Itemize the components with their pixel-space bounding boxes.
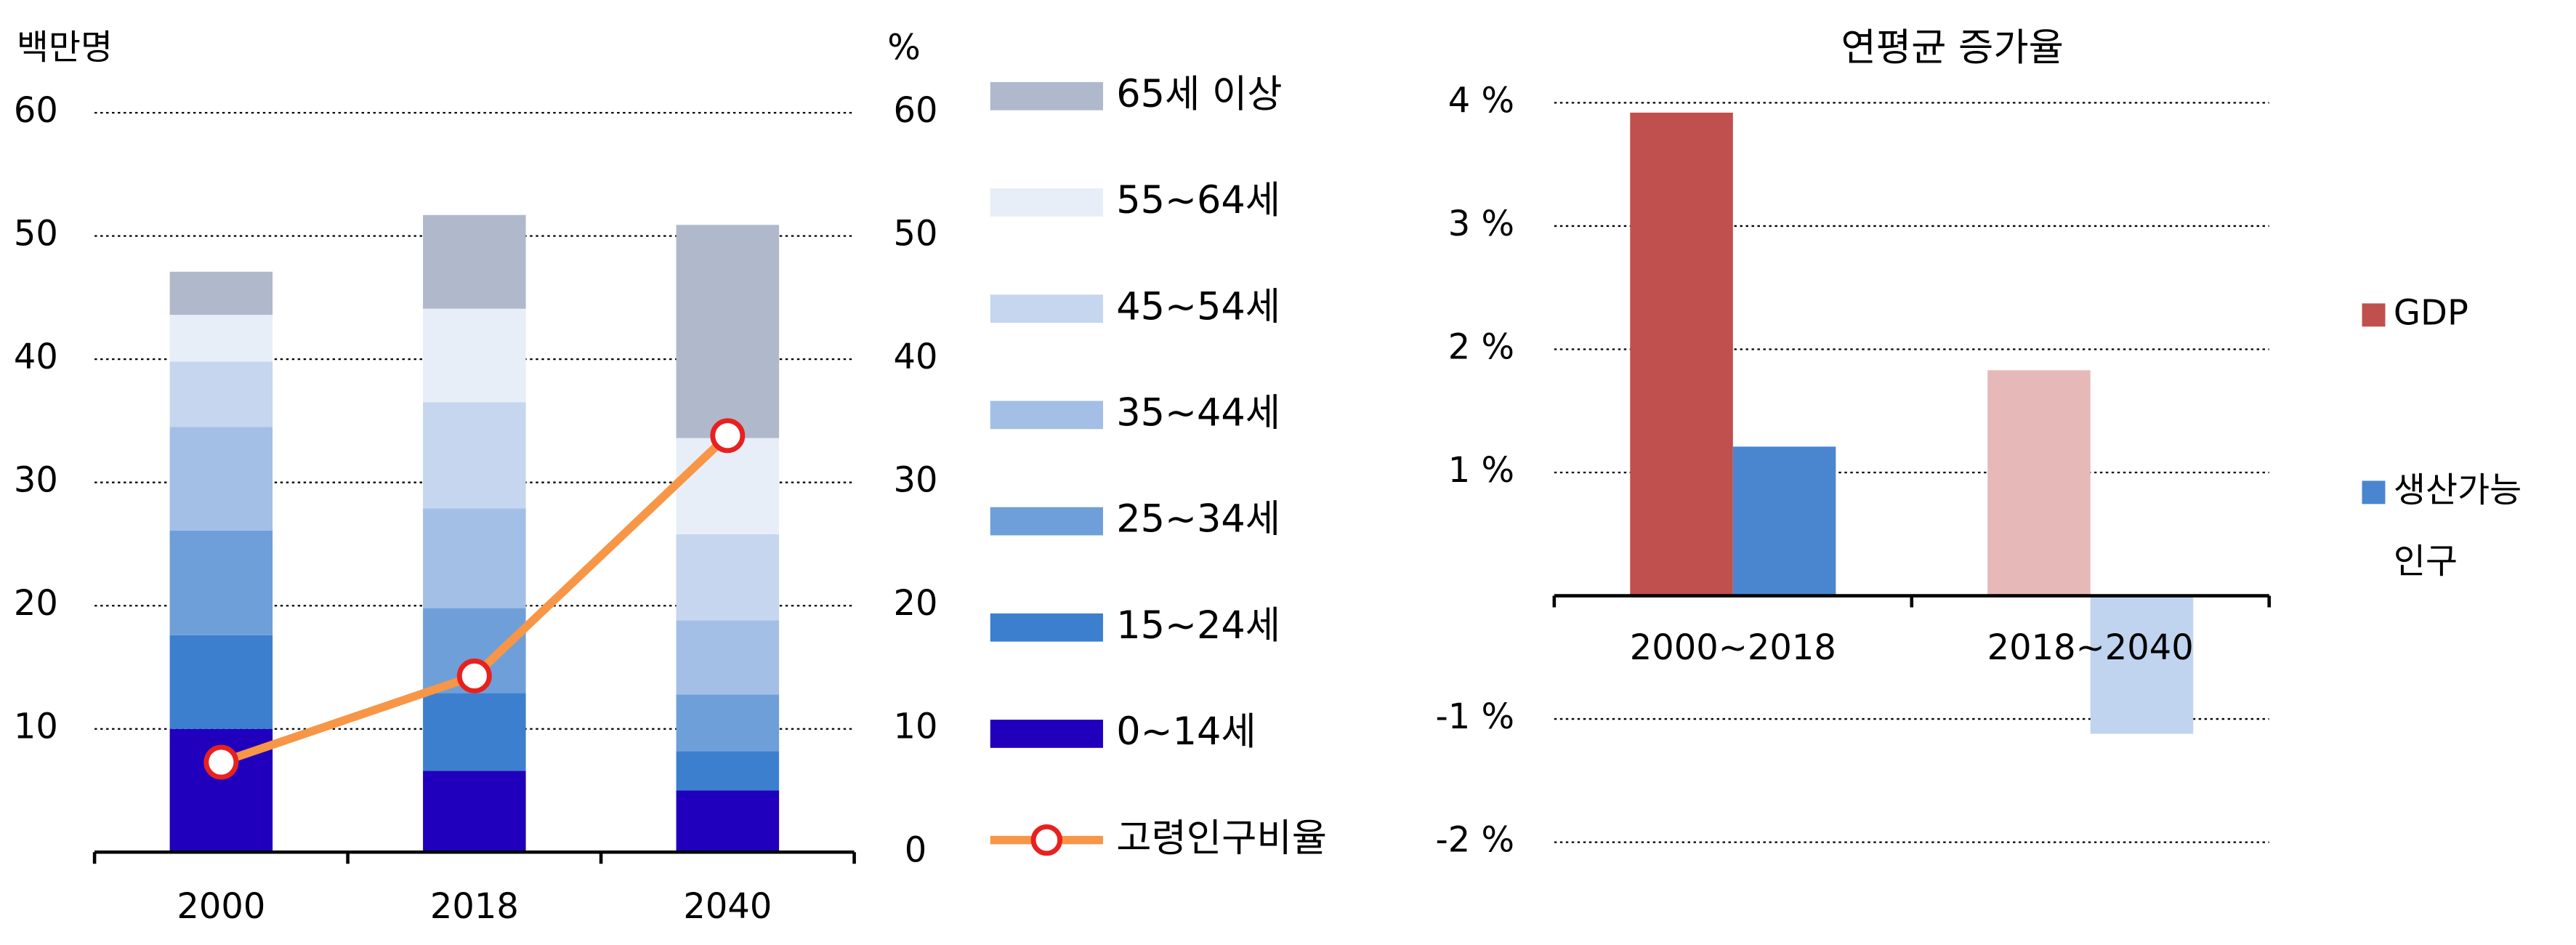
y-tick-label: 3 % — [1448, 204, 1514, 244]
y-tick-label: 20 — [14, 584, 58, 624]
bar-segment — [169, 427, 273, 531]
y-tick-label: 1 % — [1448, 451, 1514, 491]
bar-segment — [676, 694, 780, 752]
bar-segment — [676, 751, 780, 791]
y-axis-label: 백만명 — [17, 28, 113, 68]
legend-swatch — [990, 507, 1103, 536]
legend-label: 65세 이상 — [1116, 72, 1282, 116]
bar-segment — [169, 530, 273, 635]
y-tick-label: 50 — [14, 214, 58, 254]
y2-tick-label: 50 — [894, 214, 938, 254]
legend-label: 45~54세 — [1116, 284, 1280, 329]
line-marker — [710, 418, 746, 454]
bar-segment — [676, 620, 780, 695]
bar-segment — [423, 402, 526, 509]
bar-segment — [676, 534, 780, 621]
legend-swatch — [2362, 303, 2386, 327]
y2-axis-label: % — [887, 28, 921, 68]
legend-swatch — [990, 188, 1103, 217]
bar-segment — [423, 308, 526, 403]
bar-segment — [676, 225, 780, 438]
legend-label: 35~44세 — [1116, 391, 1280, 435]
legend-swatch — [990, 401, 1103, 430]
bar-segment — [169, 635, 273, 729]
x-tick-label: 2000 — [177, 887, 265, 927]
legend-label: 15~24세 — [1116, 603, 1280, 648]
legend-swatch — [990, 613, 1103, 642]
bar-segment — [423, 508, 526, 608]
bar-segment — [423, 771, 526, 853]
legend-label: 55~64세 — [1116, 178, 1280, 222]
y2-tick-label: 30 — [894, 461, 938, 501]
y-tick-label: 10 — [14, 707, 58, 747]
line-marker — [203, 744, 239, 780]
y-tick-label: 2 % — [1448, 327, 1514, 367]
bar-segment — [169, 315, 273, 362]
bar-segment — [423, 693, 526, 771]
bar — [1987, 370, 2091, 596]
x-tick-label: 2040 — [683, 887, 772, 927]
line-marker — [456, 658, 492, 693]
legend-label-line: 인구 — [2394, 542, 2458, 582]
bar — [2090, 595, 2194, 734]
y2-tick-label: 0 — [905, 830, 926, 870]
x-tick-label: 2018~2040 — [1987, 628, 2194, 668]
legend-label: GDP — [2394, 293, 2468, 333]
bar-segment — [169, 361, 273, 427]
legend-swatch — [2362, 480, 2386, 504]
x-tick-label: 2000~2018 — [1630, 628, 1836, 668]
legend-swatch — [990, 81, 1103, 110]
y2-tick-label: 20 — [894, 584, 938, 624]
bar-segment — [676, 790, 780, 853]
legend-swatch — [990, 294, 1103, 323]
bar-segment — [423, 214, 526, 309]
x-tick-label: 2018 — [430, 887, 519, 927]
legend-label: 고령인구비율 — [1116, 816, 1327, 860]
legend-label: 0~14세 — [1116, 709, 1256, 754]
bar-segment — [169, 271, 273, 315]
legend-swatch — [990, 720, 1103, 748]
bar — [1630, 112, 1733, 596]
y-tick-label: -1 % — [1436, 697, 1515, 737]
bar-segment — [676, 438, 780, 534]
chart-title: 연평균 증가율 — [1841, 25, 2063, 70]
legend-label: 25~34세 — [1116, 497, 1280, 542]
y-tick-label: 30 — [14, 461, 58, 501]
y-tick-label: -2 % — [1436, 821, 1515, 861]
y2-tick-label: 40 — [894, 337, 938, 377]
y-tick-label: 40 — [14, 337, 58, 377]
bar — [1732, 446, 1836, 596]
y-tick-label: 4 % — [1448, 81, 1514, 121]
legend-marker — [1030, 824, 1063, 856]
y2-tick-label: 10 — [894, 707, 938, 747]
y-tick-label: 60 — [14, 91, 58, 131]
y2-tick-label: 60 — [894, 91, 938, 131]
legend-label-line: 생산가능 — [2394, 470, 2522, 510]
